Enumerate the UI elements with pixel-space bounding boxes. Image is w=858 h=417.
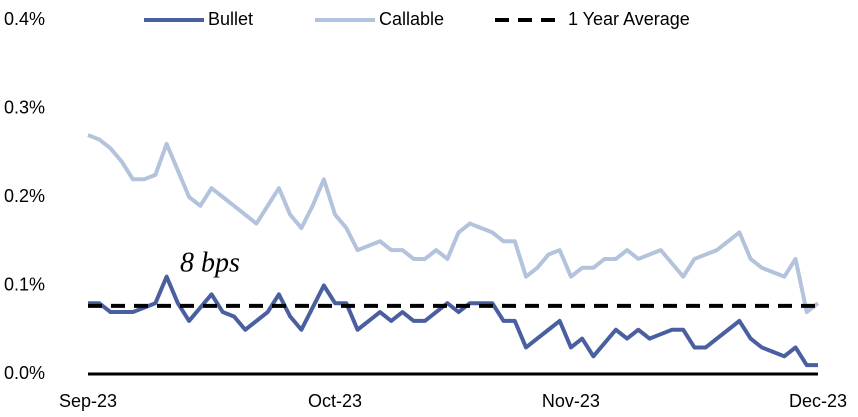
series-line [87,133,820,315]
series-line [88,274,818,368]
x-tick-label: Oct-23 [308,391,362,411]
y-tick-label: 0.3% [4,97,45,117]
y-tick-label: 0.1% [4,274,45,294]
x-tick-label: Dec-23 [789,391,847,411]
y-tick-label: 0.2% [4,186,45,206]
y-tick-label: 0.0% [4,363,45,383]
annotation: 8 bps [180,247,240,278]
legend-label: 1 Year Average [568,9,690,29]
legend-label: Bullet [208,9,253,29]
x-tick-label: Nov-23 [542,391,600,411]
x-tick-label: Sep-23 [59,391,117,411]
legend-label: Callable [379,9,444,29]
y-tick-label: 0.4% [4,9,45,29]
